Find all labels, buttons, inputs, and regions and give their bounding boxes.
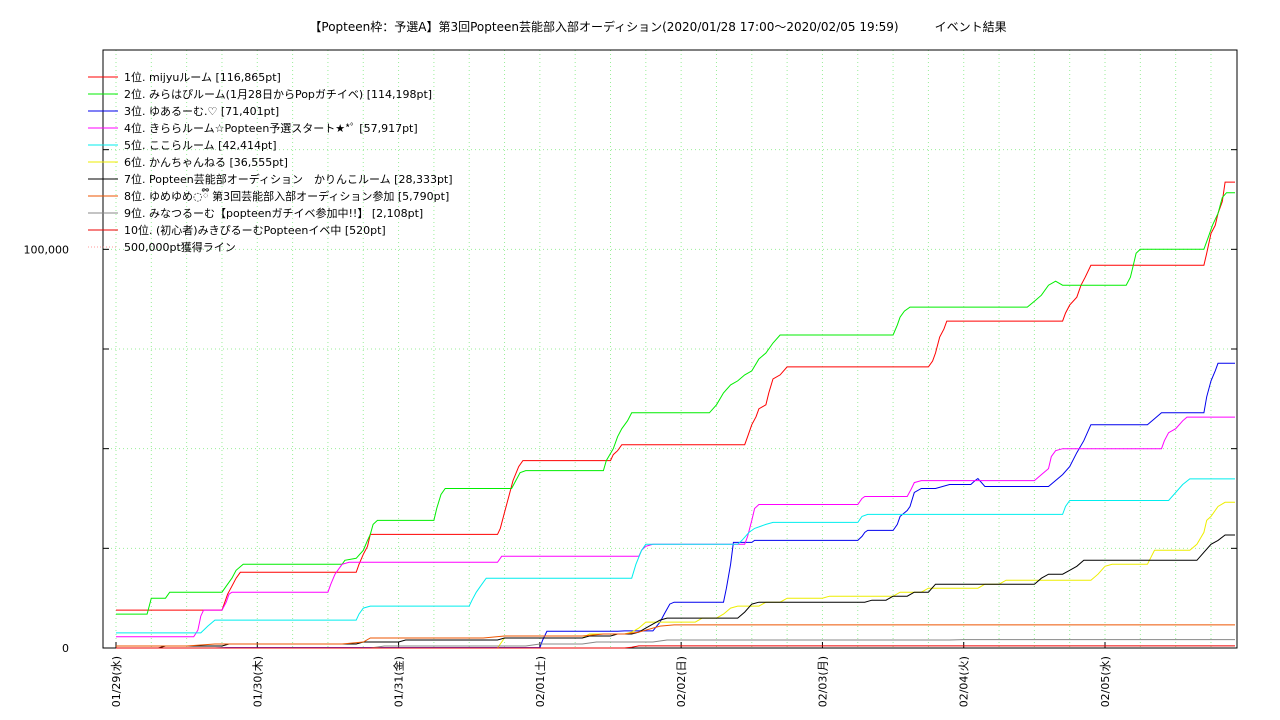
series-line-3 bbox=[116, 362, 1235, 649]
x-tick-label: 02/05(水) bbox=[1099, 656, 1112, 707]
legend-label: 8位. ゆめゆめ◌ྀི 第3回芸能部入部オーディション参加 [5,790pt] bbox=[124, 188, 449, 203]
y-tick-label: 0 bbox=[62, 642, 69, 655]
x-tick-label: 02/01(土) bbox=[534, 656, 547, 707]
series-line-6 bbox=[116, 501, 1235, 649]
series-line-4 bbox=[116, 416, 1235, 638]
legend-label: 1位. mijyuルーム [116,865pt] bbox=[124, 70, 281, 84]
grid-lines bbox=[103, 50, 1237, 648]
y-axis: 0 100,000 bbox=[24, 149, 1237, 655]
legend-label: 9位. みなつるーむ【popteenガチイベ参加中!!】 [2,108pt] bbox=[124, 206, 423, 220]
legend-label-reference: 500,000pt獲得ライン bbox=[124, 241, 236, 254]
x-tick-label: 01/31(金) bbox=[392, 656, 406, 707]
y-tick-label: 100,000 bbox=[24, 243, 70, 256]
legend-label: 3位. ゆあるーむ.♡ [71,401pt] bbox=[124, 104, 279, 118]
legend-label: 6位. かんちゃんねる [36,555pt] bbox=[124, 155, 288, 169]
series-line-7 bbox=[116, 534, 1235, 649]
x-tick-label: 02/03(月) bbox=[816, 656, 829, 707]
legend-label: 5位. ここらルーム [42,414pt] bbox=[124, 138, 277, 152]
legend: 1位. mijyuルーム [116,865pt] 2位. みらはぴルーム(1月28… bbox=[88, 70, 453, 254]
chart-title: 【Popteen枠：予選A】第3回Popteen芸能部入部オーディション(202… bbox=[309, 20, 1007, 34]
legend-label: 2位. みらはぴルーム(1月28日からPopガチイベ) [114,198pt] bbox=[124, 87, 432, 101]
series-line-8 bbox=[116, 624, 1235, 647]
series-line-9 bbox=[116, 639, 1235, 649]
x-tick-label: 02/02(日) bbox=[675, 656, 688, 707]
x-axis: 01/29(水) 01/30(木) 01/31(金) 02/01(土) 02/02(日)… bbox=[110, 642, 1112, 707]
series-line-1 bbox=[116, 181, 1235, 611]
series-line-5 bbox=[116, 478, 1235, 634]
legend-label: 7位. Popteen芸能部オーディション かりんこルーム [28,333pt] bbox=[124, 172, 453, 186]
legend-label: 4位. きららルーム☆Popteen予選スタート★*ﾟ [57,917pt] bbox=[124, 121, 418, 135]
series-lines bbox=[116, 181, 1235, 649]
series-line-10 bbox=[116, 645, 1235, 649]
x-tick-label: 01/29(水) bbox=[110, 656, 123, 707]
legend-label: 10位. (初心者)みきぴるーむPopteenイベ中 [520pt] bbox=[124, 223, 386, 237]
series-line-2 bbox=[116, 192, 1235, 615]
x-tick-label: 01/30(木) bbox=[251, 656, 264, 707]
x-tick-label: 02/04(火) bbox=[958, 656, 971, 707]
